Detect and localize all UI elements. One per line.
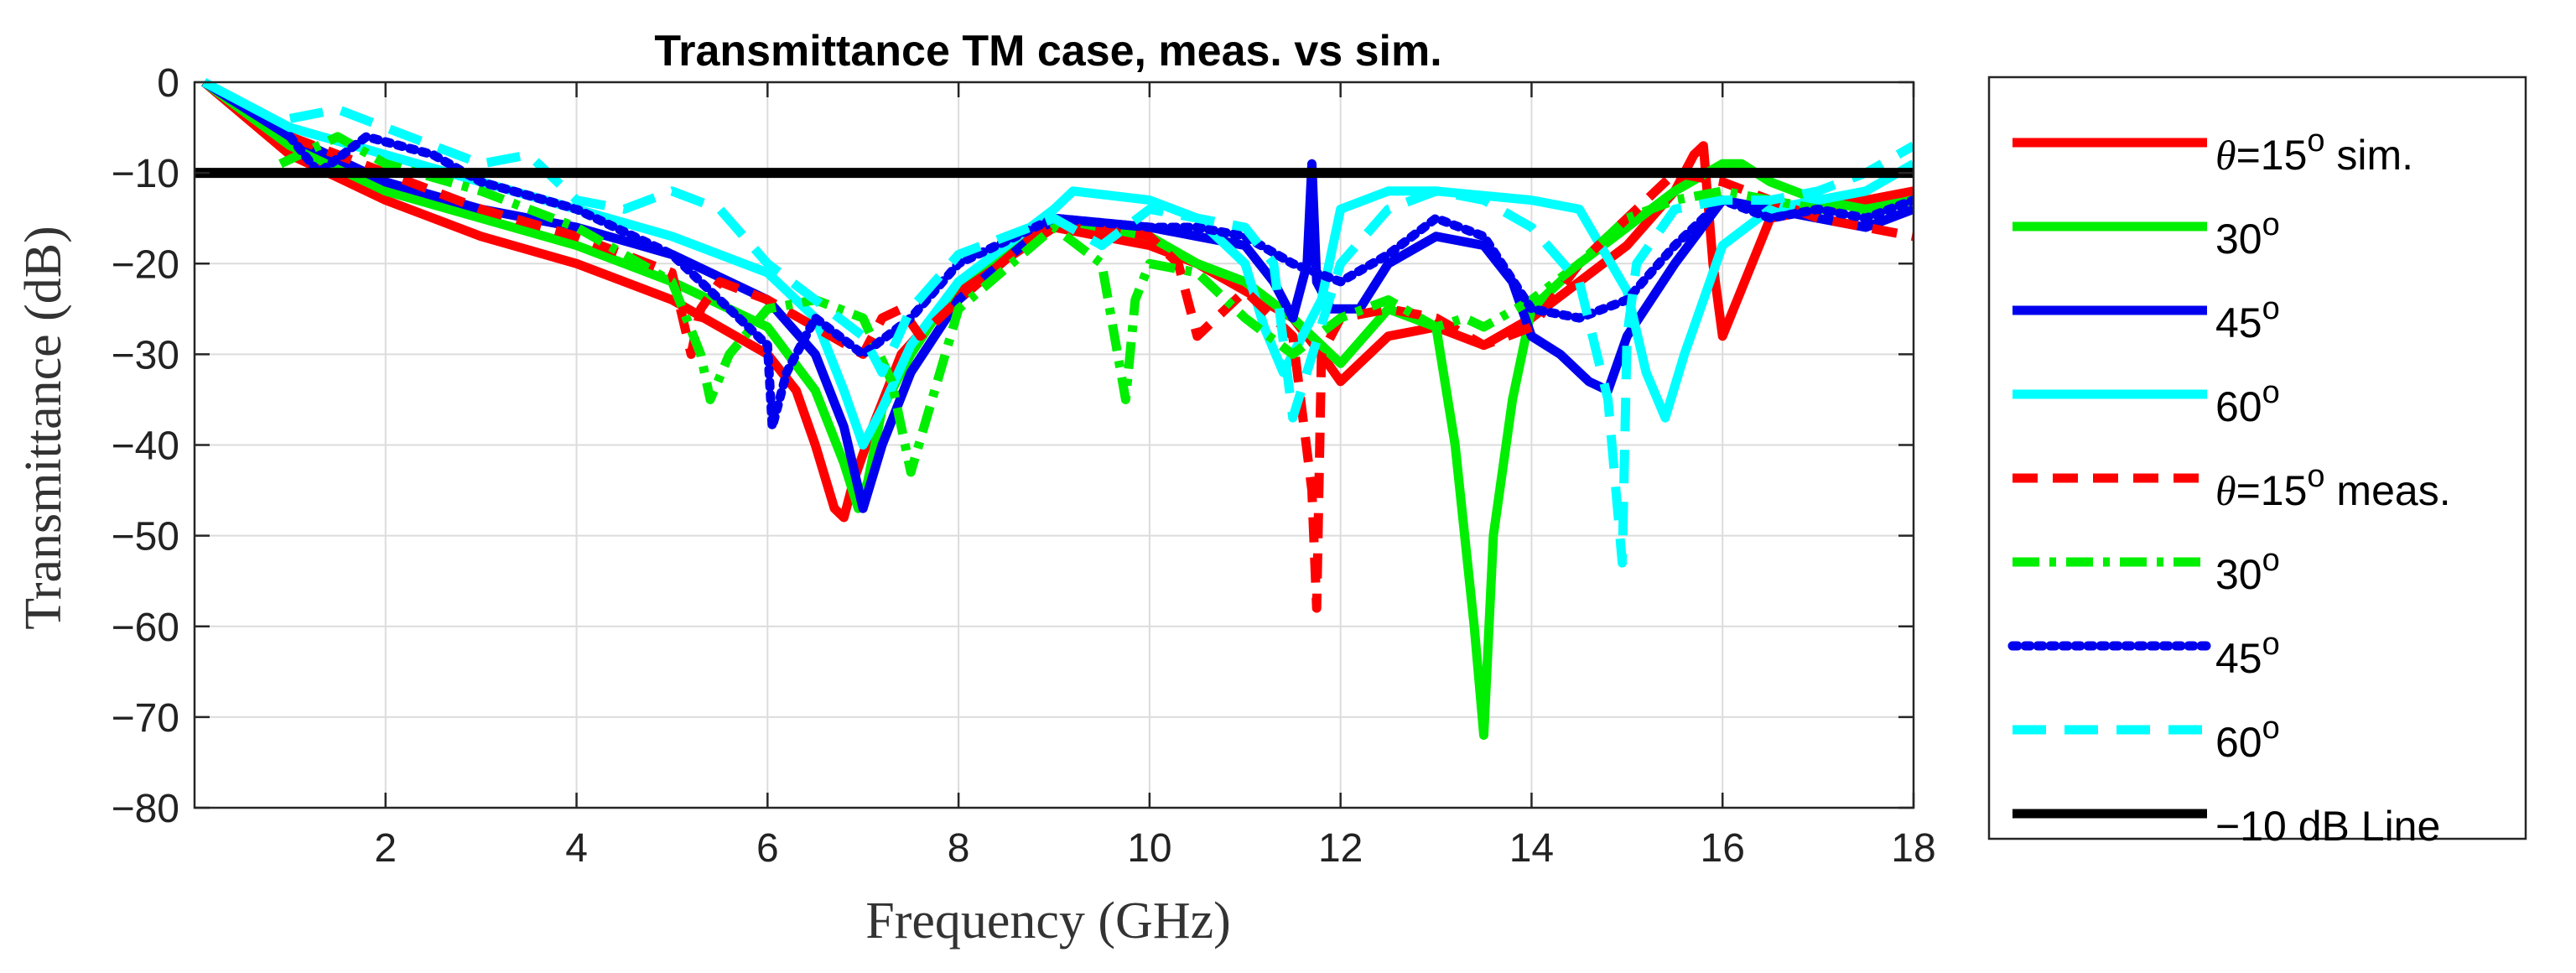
legend-label-meas60: 60o	[2215, 710, 2280, 766]
chart-title: Transmittance TM case, meas. vs sim.	[654, 27, 1441, 75]
legend-label-sim60: 60o	[2215, 375, 2280, 430]
legend-label-sim45: 45o	[2215, 291, 2280, 346]
series-layer	[195, 78, 1914, 740]
y-tick-label: −30	[112, 333, 179, 377]
y-tick-label: −10	[112, 152, 179, 196]
y-tick-label: −50	[112, 515, 179, 559]
series-line-meas15	[288, 132, 1914, 613]
x-tick-label: 10	[1127, 826, 1171, 871]
x-tick-label: 4	[565, 826, 588, 871]
x-tick-label: 16	[1701, 826, 1745, 871]
x-tick-label: 18	[1891, 826, 1935, 871]
x-tick-label: 2	[374, 826, 397, 871]
legend-label-meas30: 30o	[2215, 543, 2280, 598]
x-axis-label: Frequency (GHz)	[865, 892, 1231, 950]
x-tick-label: 12	[1318, 826, 1363, 871]
y-tick-label: 0	[157, 61, 179, 106]
legend: θ=15o sim. 30o 45o 60o θ=15o meas. 30o 45o 60o −…	[1987, 75, 2527, 850]
legend-label-meas15: θ=15o meas.	[2215, 459, 2451, 514]
legend-label-sim15: θ=15o sim.	[2215, 123, 2413, 179]
legend-label-ref10: −10 dB Line	[2215, 803, 2440, 850]
series-line-meas45	[285, 132, 1914, 432]
y-tick-label: −70	[112, 696, 179, 741]
y-tick-label: −80	[112, 787, 179, 831]
axes: 2 4 6 8 10 12 14 16 18 0 −10 −20 −30 −40 −50 −60 −70 −80	[112, 61, 1936, 871]
y-tick-label: −60	[112, 606, 179, 650]
y-tick-label: −40	[112, 424, 179, 469]
series-line-meas30	[278, 132, 1914, 477]
legend-box	[1987, 75, 2527, 840]
legend-label-sim30: 30o	[2215, 207, 2280, 263]
legend-label-meas45: 45o	[2215, 627, 2280, 682]
series-line-meas60	[288, 104, 1914, 568]
series-line-sim45	[201, 78, 1914, 513]
y-axis-label: Transmittance (dB)	[15, 226, 72, 630]
x-tick-label: 14	[1509, 826, 1554, 871]
x-tick-label: 8	[948, 826, 970, 871]
x-tick-label: 6	[756, 826, 779, 871]
y-tick-label: −20	[112, 242, 179, 287]
